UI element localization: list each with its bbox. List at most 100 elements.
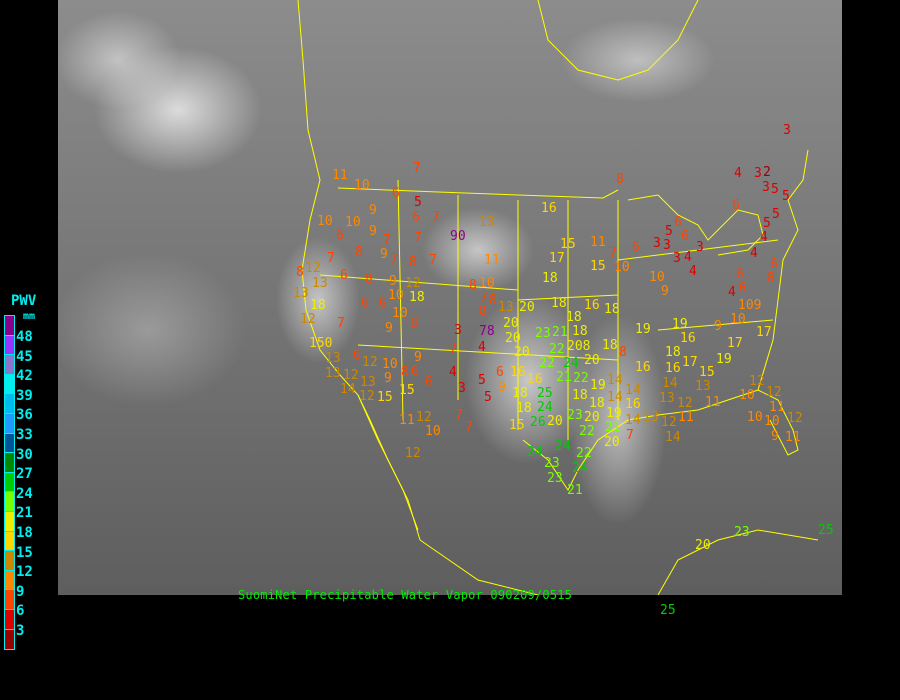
- station-pwv-value: 12: [300, 312, 316, 327]
- legend-tick: 24: [16, 485, 33, 502]
- station-pwv-value: 78: [479, 324, 495, 339]
- station-pwv-value: 7: [390, 252, 398, 267]
- station-pwv-value: 7: [449, 342, 457, 357]
- station-pwv-value: 14: [662, 376, 678, 391]
- station-pwv-value: 12: [362, 355, 378, 370]
- station-pwv-value: 20: [584, 353, 600, 368]
- station-pwv-value: 8: [401, 365, 409, 380]
- station-pwv-value: 7: [327, 251, 335, 266]
- station-pwv-value: 17: [756, 325, 772, 340]
- station-pwv-value: 5: [414, 195, 422, 210]
- station-pwv-value: 22: [573, 371, 589, 386]
- station-pwv-value: 18: [566, 310, 582, 325]
- station-pwv-value: 20: [547, 414, 563, 429]
- station-pwv-value: 3: [762, 180, 770, 195]
- station-pwv-value: 4: [728, 285, 736, 300]
- station-pwv-value: 150: [309, 336, 333, 351]
- station-pwv-value: 8: [410, 316, 418, 331]
- station-pwv-value: 9: [380, 247, 388, 262]
- station-pwv-value: 12: [343, 368, 359, 383]
- station-pwv-value: 6: [412, 210, 420, 225]
- station-pwv-value: 21: [552, 325, 568, 340]
- station-pwv-value: 8: [489, 293, 497, 308]
- station-pwv-value: 10: [614, 260, 630, 275]
- station-pwv-value: 9: [661, 284, 669, 299]
- station-pwv-value: 24: [537, 400, 553, 415]
- station-pwv-value: 13: [498, 300, 514, 315]
- station-pwv-value: 7: [429, 253, 437, 268]
- station-pwv-value: 10: [479, 276, 495, 291]
- station-pwv-value: 6: [411, 364, 419, 379]
- station-pwv-value: 5: [484, 390, 492, 405]
- station-pwv-value: 10: [388, 288, 404, 303]
- station-pwv-value: 8: [409, 255, 417, 270]
- station-pwv-value: 109: [738, 298, 762, 313]
- station-pwv-value: 3: [663, 238, 671, 253]
- station-pwv-value: 17: [549, 251, 565, 266]
- legend-bin: [5, 531, 14, 552]
- station-pwv-value: 6: [770, 257, 778, 272]
- station-pwv-value: 13: [360, 375, 376, 390]
- station-pwv-value: 21: [556, 370, 572, 385]
- station-pwv-value: 7: [432, 210, 440, 225]
- station-pwv-value: 12: [405, 446, 421, 461]
- station-pwv-value: 24: [527, 445, 543, 460]
- station-pwv-value: 13: [695, 379, 711, 394]
- legend-bin: [5, 551, 14, 571]
- station-pwv-value: 11: [678, 410, 694, 425]
- state-lines: [319, 179, 779, 440]
- station-pwv-value: 26: [530, 415, 546, 430]
- legend-bin: [5, 511, 14, 532]
- station-pwv-value: 8: [296, 265, 304, 280]
- legend-tick: 21: [16, 505, 33, 522]
- station-pwv-value: 8: [616, 172, 624, 187]
- legend-tick: 48: [16, 329, 33, 345]
- station-pwv-value: 20: [584, 410, 600, 425]
- station-pwv-value: 14: [607, 390, 623, 405]
- station-pwv-value: 20: [604, 435, 620, 450]
- station-pwv-value: 3: [454, 323, 462, 338]
- station-pwv-value: 15: [399, 383, 415, 398]
- legend-tick: 15: [16, 544, 33, 561]
- station-pwv-value: 18: [604, 302, 620, 317]
- station-pwv-value: 8: [767, 271, 775, 286]
- station-pwv-value: 7: [609, 246, 617, 261]
- station-pwv-value: 16: [527, 372, 543, 387]
- station-pwv-value: 16: [635, 360, 651, 375]
- station-pwv-value: 3: [754, 166, 762, 181]
- station-pwv-value: 7: [465, 420, 473, 435]
- station-pwv-value: 11: [769, 400, 785, 415]
- station-pwv-value: 14: [665, 430, 681, 445]
- station-pwv-value: 23: [734, 525, 750, 540]
- station-pwv-value: 8: [619, 345, 627, 360]
- station-pwv-value: 9: [369, 224, 377, 239]
- station-pwv-value: 12: [359, 389, 375, 404]
- station-pwv-value: 8: [479, 304, 487, 319]
- station-pwv-value: 10: [739, 388, 755, 403]
- station-pwv-value: 6: [425, 375, 433, 390]
- station-pwv-value: 5: [665, 224, 673, 239]
- satellite-map[interactable]: [58, 0, 842, 595]
- station-pwv-value: 10: [317, 214, 333, 229]
- great-lakes: [627, 194, 764, 256]
- legend-bin: [5, 374, 14, 395]
- legend-title: PWV: [11, 293, 37, 309]
- political-boundaries: [297, 0, 819, 595]
- station-pwv-value: 9: [714, 319, 722, 334]
- station-pwv-value: 3: [783, 123, 791, 138]
- legend-tick: 36: [16, 407, 33, 424]
- station-pwv-value: 5: [478, 373, 486, 388]
- station-pwv-value: 5: [771, 182, 779, 197]
- station-pwv-value: 20: [503, 316, 519, 331]
- station-pwv-value: 12: [661, 415, 677, 430]
- station-pwv-value: 4: [689, 264, 697, 279]
- legend-bin: [5, 492, 14, 512]
- station-pwv-value: 7: [414, 231, 422, 246]
- station-pwv-value: 12: [677, 396, 693, 411]
- station-pwv-value: 5: [782, 189, 790, 204]
- station-pwv-value: 10: [392, 306, 408, 321]
- legend-tick: 39: [16, 387, 33, 404]
- legend-bin: [5, 316, 14, 336]
- station-pwv-value: 6: [736, 267, 744, 282]
- station-pwv-value: 23: [547, 471, 563, 486]
